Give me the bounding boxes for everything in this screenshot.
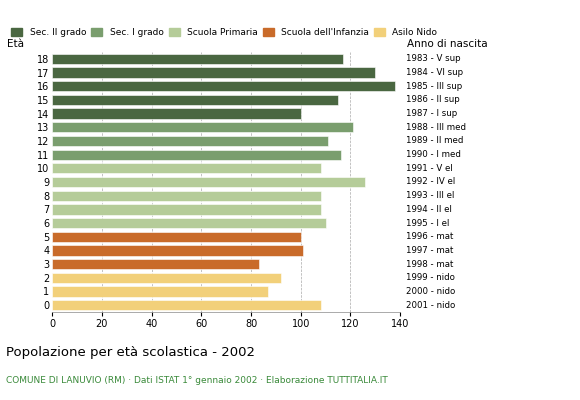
- Bar: [52, 286, 269, 297]
- Text: 1998 - mat: 1998 - mat: [406, 260, 454, 269]
- Text: 1990 - I med: 1990 - I med: [406, 150, 461, 159]
- Bar: [52, 136, 328, 146]
- Text: 1988 - III med: 1988 - III med: [406, 123, 466, 132]
- Text: 1991 - V el: 1991 - V el: [406, 164, 453, 173]
- Bar: [52, 218, 325, 228]
- Text: 1983 - V sup: 1983 - V sup: [406, 54, 461, 63]
- Bar: [52, 190, 321, 201]
- Bar: [52, 259, 259, 269]
- Bar: [52, 300, 321, 310]
- Text: 1999 - nido: 1999 - nido: [406, 273, 455, 282]
- Bar: [52, 81, 395, 91]
- Bar: [52, 150, 340, 160]
- Text: 1987 - I sup: 1987 - I sup: [406, 109, 457, 118]
- Text: 1997 - mat: 1997 - mat: [406, 246, 454, 255]
- Bar: [52, 54, 343, 64]
- Text: Anno di nascita: Anno di nascita: [407, 39, 488, 49]
- Text: 1989 - II med: 1989 - II med: [406, 136, 463, 146]
- Text: 1995 - I el: 1995 - I el: [406, 218, 450, 228]
- Bar: [52, 67, 375, 78]
- Text: 1994 - II el: 1994 - II el: [406, 205, 452, 214]
- Bar: [52, 163, 321, 174]
- Text: 1992 - IV el: 1992 - IV el: [406, 178, 455, 186]
- Bar: [52, 245, 303, 256]
- Text: COMUNE DI LANUVIO (RM) · Dati ISTAT 1° gennaio 2002 · Elaborazione TUTTITALIA.IT: COMUNE DI LANUVIO (RM) · Dati ISTAT 1° g…: [6, 376, 387, 385]
- Bar: [52, 122, 353, 132]
- Text: 2001 - nido: 2001 - nido: [406, 301, 455, 310]
- Text: Popolazione per età scolastica - 2002: Popolazione per età scolastica - 2002: [6, 346, 255, 359]
- Text: 1996 - mat: 1996 - mat: [406, 232, 454, 241]
- Text: 2000 - nido: 2000 - nido: [406, 287, 455, 296]
- Legend: Sec. II grado, Sec. I grado, Scuola Primaria, Scuola dell'Infanzia, Asilo Nido: Sec. II grado, Sec. I grado, Scuola Prim…: [12, 28, 437, 37]
- Text: 1985 - III sup: 1985 - III sup: [406, 82, 462, 91]
- Bar: [52, 204, 321, 214]
- Bar: [52, 177, 365, 187]
- Text: 1986 - II sup: 1986 - II sup: [406, 95, 460, 104]
- Bar: [52, 108, 301, 119]
- Bar: [52, 95, 338, 105]
- Bar: [52, 273, 281, 283]
- Text: Età: Età: [7, 39, 24, 49]
- Text: 1984 - VI sup: 1984 - VI sup: [406, 68, 463, 77]
- Bar: [52, 232, 301, 242]
- Text: 1993 - III el: 1993 - III el: [406, 191, 454, 200]
